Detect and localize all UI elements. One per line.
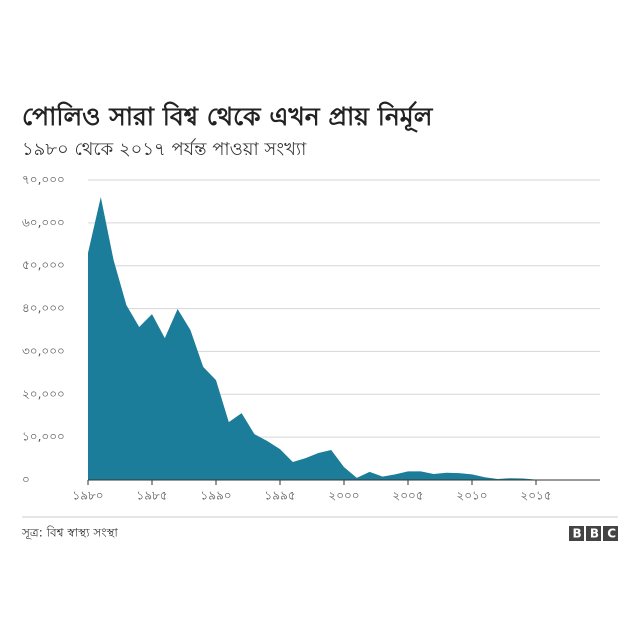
y-tick-label: ৫০,০০০ xyxy=(22,258,65,272)
y-tick-label: ৪০,০০০ xyxy=(22,301,65,315)
x-tick-label: ১৯৯০ xyxy=(200,489,231,503)
x-tick-label: ২০০০ xyxy=(328,489,359,503)
y-tick-label: ১০,০০০ xyxy=(22,430,65,444)
y-tick-label: ৩০,০০০ xyxy=(22,344,65,358)
x-tick-label: ১৯৮৫ xyxy=(136,489,167,503)
y-tick-label: ৬০,০০০ xyxy=(22,215,65,229)
y-tick-label: ২০,০০০ xyxy=(22,387,65,401)
chart-title: পোলিও সারা বিশ্ব থেকে এখন প্রায় নির্মূল xyxy=(22,101,434,133)
area xyxy=(88,197,562,480)
chart-subtitle: ১৯৮০ থেকে ২০১৭ পর্যন্ত পাওয়া সংখ্যা xyxy=(22,138,307,160)
x-tick-label: ২০১৫ xyxy=(520,489,551,503)
x-tick-label: ১৯৮০ xyxy=(72,489,103,503)
logo-text: BBC xyxy=(573,527,625,541)
source: সূত্র: বিশ্ব স্বাস্থ্য সংস্থা xyxy=(21,526,118,541)
x-tick-label: ২০০৫ xyxy=(392,489,423,503)
x-tick-label: ১৯৯৫ xyxy=(264,489,295,503)
y-tick-label: ০ xyxy=(22,473,30,487)
x-tick-label: ২০১০ xyxy=(456,489,487,503)
y-tick-label: ৭০,০০০ xyxy=(22,173,65,187)
logo: BBC xyxy=(569,526,625,541)
